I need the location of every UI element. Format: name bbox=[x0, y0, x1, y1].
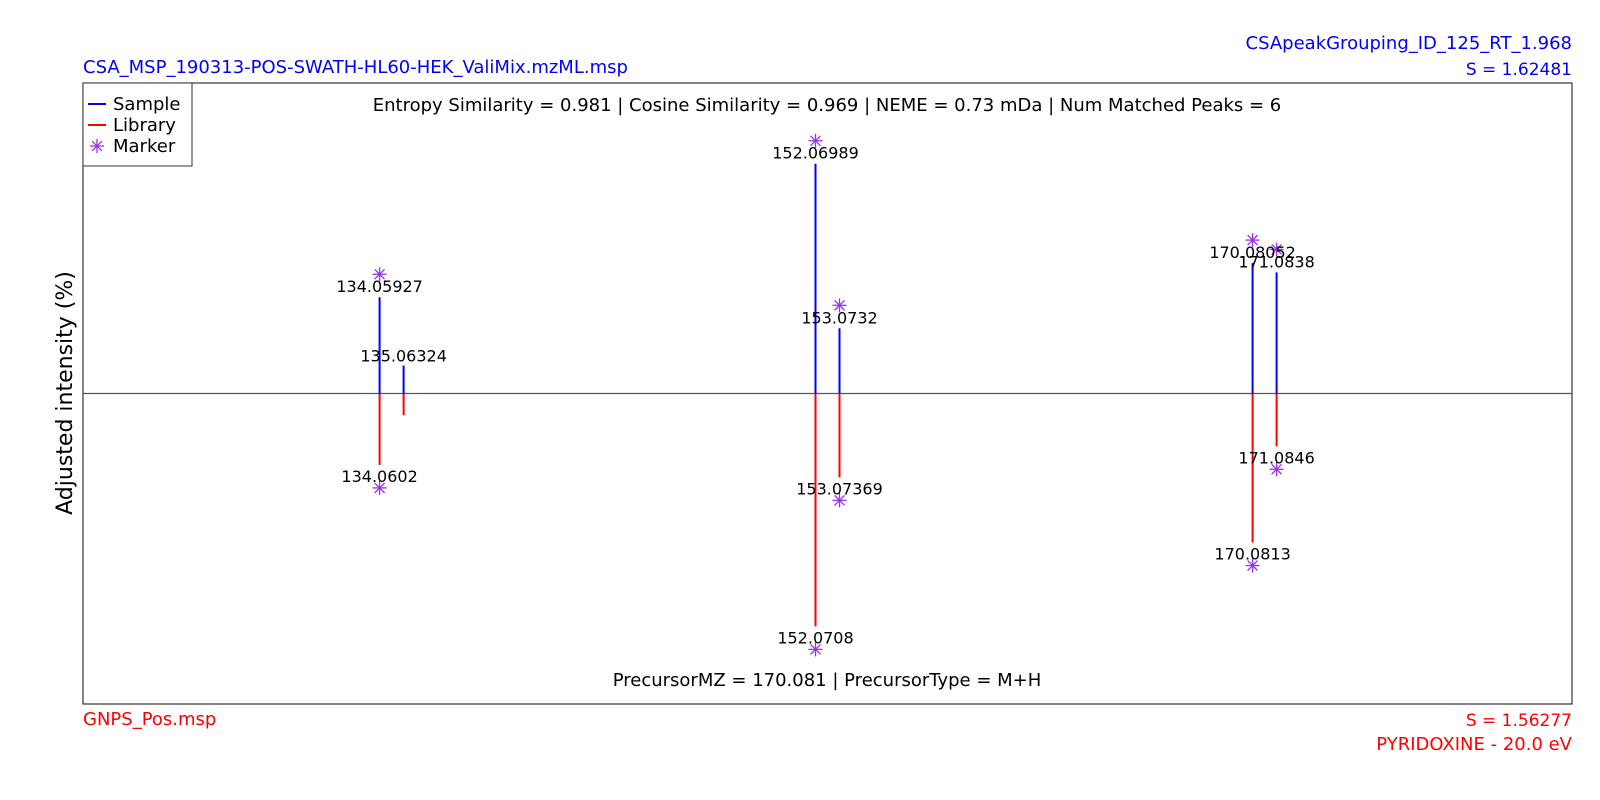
sample-score: S = 1.62481 bbox=[1466, 60, 1572, 80]
sample-marker bbox=[372, 267, 387, 282]
peak-stems bbox=[378, 163, 1278, 627]
precursor-info: PrecursorMZ = 170.081 | PrecursorType = … bbox=[613, 670, 1042, 691]
library-marker bbox=[808, 642, 823, 657]
library-marker bbox=[1269, 462, 1284, 477]
sample-id-title: CSApeakGrouping_ID_125_RT_1.968 bbox=[1246, 33, 1572, 54]
sample-peak-label: 135.06324 bbox=[360, 347, 447, 366]
similarity-stats: Entropy Similarity = 0.981 | Cosine Simi… bbox=[373, 95, 1282, 116]
legend-library-label: Library bbox=[113, 115, 176, 136]
legend-marker-label: Marker bbox=[113, 136, 176, 157]
sample-peak-label: 134.05927 bbox=[336, 277, 423, 296]
y-axis-label: Adjusted intensity (%) bbox=[53, 271, 78, 515]
library-marker bbox=[372, 480, 387, 495]
legend: Sample Library Marker bbox=[82, 82, 193, 167]
legend-sample-label: Sample bbox=[113, 94, 181, 115]
sample-marker bbox=[1245, 233, 1260, 248]
peak-labels: 134.05927 135.06324 152.06989 153.0732 170.0… bbox=[336, 144, 1314, 648]
legend-marker-asterisk bbox=[90, 139, 104, 153]
sample-peak-label: 170.08052 bbox=[1209, 243, 1296, 262]
library-peak-label: 171.0846 bbox=[1238, 448, 1314, 467]
sample-file-title: CSA_MSP_190313-POS-SWATH-HL60-HEK_ValiMi… bbox=[83, 57, 628, 78]
sample-marker bbox=[1269, 242, 1284, 257]
sample-marker bbox=[832, 298, 847, 313]
legend-box bbox=[82, 82, 193, 167]
library-compound-name: PYRIDOXINE - 20.0 eV bbox=[1376, 734, 1572, 755]
library-file-title: GNPS_Pos.msp bbox=[83, 709, 216, 730]
sample-peak-label: 152.06989 bbox=[772, 144, 859, 163]
library-marker bbox=[1245, 558, 1260, 573]
sample-peak-label: 171.0838 bbox=[1238, 252, 1314, 271]
sample-marker bbox=[808, 133, 823, 148]
peak-markers bbox=[372, 133, 1284, 657]
legend-marker-swatch bbox=[90, 139, 104, 153]
library-score: S = 1.56277 bbox=[1466, 711, 1572, 731]
library-peak-label: 170.0813 bbox=[1214, 545, 1290, 564]
library-peak-label: 134.0602 bbox=[341, 467, 417, 486]
sample-peak-label: 153.0732 bbox=[801, 308, 877, 327]
library-marker bbox=[832, 493, 847, 508]
library-peak-label: 153.07369 bbox=[796, 479, 883, 498]
library-peak-label: 152.0708 bbox=[777, 628, 853, 647]
